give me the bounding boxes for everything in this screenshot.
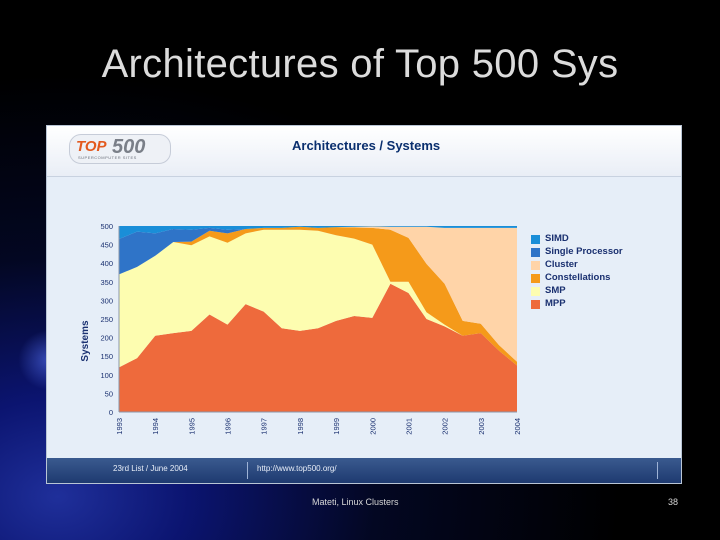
y-tick-label: 0 <box>109 408 113 417</box>
panel-footer: 23rd List / June 2004 http://www.top500.… <box>47 458 681 483</box>
legend-item-single-processor: Single Processor <box>531 246 671 259</box>
legend-swatch <box>531 261 540 270</box>
y-tick-label: 500 <box>100 222 113 231</box>
chart-legend: SIMD Single Processor Cluster Constellation… <box>531 233 671 311</box>
legend-label: MPP <box>545 298 566 309</box>
y-tick-label: 400 <box>100 259 113 268</box>
footer-author: Mateti, Linux Clusters <box>312 497 399 507</box>
y-tick-label: 200 <box>100 334 113 343</box>
source-url: http://www.top500.org/ <box>257 464 337 473</box>
x-tick-label: 1998 <box>296 418 305 435</box>
chart-axes: 0 50 100 150 200 250 300 350 400 450 500 1993 1994 19… <box>100 222 522 435</box>
x-tick-label: 2003 <box>477 418 486 435</box>
legend-swatch <box>531 248 540 257</box>
slide-title: Architectures of Top 500 Sys <box>101 42 619 86</box>
top500-logo: TOP 500 SUPERCOMPUTER SITES <box>69 134 171 164</box>
legend-label: SMP <box>545 285 566 296</box>
logo-subtitle: SUPERCOMPUTER SITES <box>78 155 137 160</box>
legend-label: Constellations <box>545 272 611 283</box>
x-tick-label: 1993 <box>115 418 124 435</box>
x-tick-label: 1996 <box>224 418 233 435</box>
x-tick-label: 2001 <box>405 418 414 435</box>
legend-label: SIMD <box>545 233 569 244</box>
x-tick-label: 2000 <box>368 418 377 435</box>
logo-500-text: 500 <box>112 136 146 158</box>
legend-label: Cluster <box>545 259 578 270</box>
panel-header: TOP 500 SUPERCOMPUTER SITES Architecture… <box>47 126 681 177</box>
y-axis-label: Systems <box>80 320 91 362</box>
y-tick-label: 450 <box>100 241 113 250</box>
y-tick-label: 50 <box>105 389 113 398</box>
x-tick-label: 1995 <box>187 418 196 435</box>
y-tick-label: 150 <box>100 352 113 361</box>
y-tick-label: 300 <box>100 296 113 305</box>
y-tick-label: 100 <box>100 371 113 380</box>
list-date: 23rd List / June 2004 <box>113 464 188 473</box>
legend-swatch <box>531 300 540 309</box>
legend-item-constellations: Constellations <box>531 272 671 285</box>
legend-item-cluster: Cluster <box>531 259 671 272</box>
series-area-mpp <box>119 283 517 412</box>
page-number: 38 <box>668 497 679 507</box>
y-tick-label: 350 <box>100 278 113 287</box>
legend-label: Single Processor <box>545 246 623 257</box>
series-area-constellations <box>119 226 517 366</box>
legend-item-smp: SMP <box>531 285 671 298</box>
series-area-simd <box>119 226 517 239</box>
x-tick-label: 2004 <box>513 418 522 435</box>
y-tick-label: 250 <box>100 315 113 324</box>
logo-top-text: TOP <box>76 138 107 155</box>
series-area-cluster <box>119 226 517 362</box>
chart-panel: TOP 500 SUPERCOMPUTER SITES Architecture… <box>46 125 682 484</box>
footer-divider-right <box>657 462 658 479</box>
legend-swatch <box>531 235 540 244</box>
chart-title: Architectures / Systems <box>292 138 441 153</box>
x-tick-label: 1997 <box>260 418 269 435</box>
x-tick-label: 2002 <box>441 418 450 435</box>
legend-swatch <box>531 287 540 296</box>
series-area-smp <box>119 229 517 368</box>
x-tick-label: 1994 <box>151 418 160 435</box>
legend-item-mpp: MPP <box>531 298 671 311</box>
x-tick-label: 1999 <box>332 418 341 435</box>
footer-divider <box>247 462 248 479</box>
legend-swatch <box>531 274 540 283</box>
series-areas <box>119 226 517 412</box>
area-chart: 0 50 100 150 200 250 300 350 400 450 500 1993 1994 19… <box>80 222 522 435</box>
legend-item-simd: SIMD <box>531 233 671 246</box>
